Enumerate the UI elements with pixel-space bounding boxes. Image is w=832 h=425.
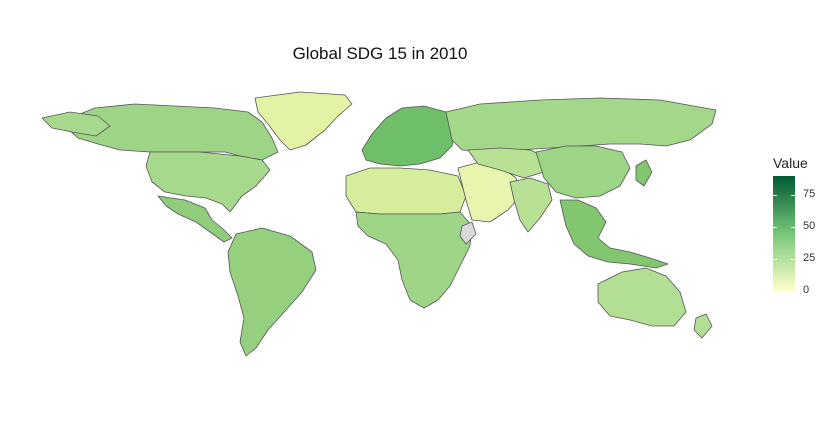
legend-tick-label: 50 (803, 220, 816, 233)
china-region (535, 145, 631, 199)
legend-tick-mark (791, 259, 795, 261)
legend-tick-mark (773, 259, 777, 261)
mexico-central-america-region (157, 195, 233, 243)
legend-tick-mark (773, 195, 777, 197)
legend-title: Value (773, 155, 808, 171)
new-zealand-region (693, 313, 713, 339)
legend-tick-mark (773, 291, 777, 292)
map-title: Global SDG 15 in 2010 (292, 44, 468, 63)
europe-region (361, 105, 457, 167)
legend-tick-mark (791, 227, 795, 229)
southeast-asia-region (559, 199, 669, 269)
russia-region (445, 97, 717, 153)
legend-tick-label: 75 (803, 188, 816, 201)
usa-region (145, 151, 271, 213)
north-africa-region (345, 167, 467, 215)
alaska-region (41, 111, 111, 137)
japan-region (635, 159, 653, 187)
somalia-region (459, 221, 477, 245)
legend-tick-label: 25 (803, 252, 816, 265)
legend-tick-mark (791, 195, 795, 197)
india-region (509, 177, 553, 233)
south-america-region (227, 227, 317, 357)
legend-color-bar (773, 176, 795, 291)
legend-tick-mark (791, 291, 795, 292)
legend-tick-mark (773, 227, 777, 229)
greenland-region (254, 91, 353, 151)
legend-tick-label: 0 (803, 284, 810, 296)
australia-region (597, 267, 687, 327)
central-south-africa-region (355, 211, 473, 309)
